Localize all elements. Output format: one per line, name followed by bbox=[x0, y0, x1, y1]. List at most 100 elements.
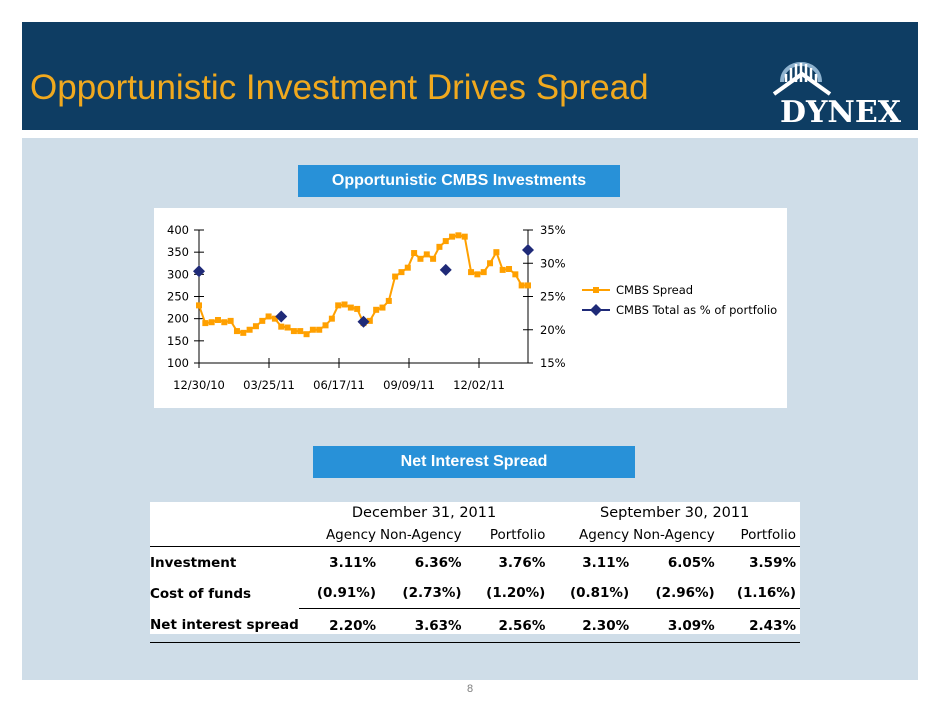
slide-title: Opportunistic Investment Drives Spread bbox=[30, 68, 649, 107]
cmbs-spread-point bbox=[227, 317, 234, 324]
col-header: Non-Agency bbox=[633, 524, 719, 547]
cmbs-spread-point bbox=[322, 322, 329, 329]
cmbs-spread-point bbox=[290, 328, 297, 335]
table-cell: 3.63% bbox=[380, 608, 466, 643]
cmbs-spread-point bbox=[284, 324, 291, 331]
y-left-tick-label: 200 bbox=[167, 312, 189, 326]
dynex-logo: DYNEX bbox=[772, 62, 902, 128]
cmbs-spread-point bbox=[379, 304, 386, 311]
nis-table: December 31, 2011 September 30, 2011 Age… bbox=[150, 502, 800, 643]
table-cell: 3.11% bbox=[582, 554, 630, 571]
table-cell: 2.30% bbox=[549, 608, 634, 643]
col-header: Portfolio bbox=[465, 524, 550, 547]
table-cell: (1.16%) bbox=[718, 578, 800, 609]
y-left-tick-label: 100 bbox=[167, 356, 189, 370]
cmbs-spread-point bbox=[449, 233, 456, 240]
cmbs-chart-svg: 100 150 200 250 300 350 400 15% 20% 25% 30% 35% 12/3… bbox=[167, 223, 777, 392]
col-header: Portfolio bbox=[718, 524, 800, 547]
table-cell: (2.73%) bbox=[380, 578, 466, 609]
cmbs-spread-point bbox=[423, 251, 430, 258]
nis-table-box: December 31, 2011 September 30, 2011 Age… bbox=[150, 502, 800, 643]
col-header: Agency bbox=[298, 524, 381, 547]
column-header-row: Agency Non-Agency Portfolio Agency Non-A… bbox=[150, 524, 800, 547]
cmbs-spread-point bbox=[309, 326, 316, 333]
y-left-tick-label: 300 bbox=[167, 267, 189, 281]
cmbs-spread-point bbox=[468, 269, 475, 276]
cmbs-total-pct-point bbox=[522, 243, 534, 256]
col-header: Non-Agency bbox=[380, 524, 466, 547]
cmbs-spread-point bbox=[335, 302, 342, 309]
cmbs-banner: Opportunistic CMBS Investments bbox=[298, 165, 620, 197]
period-dec-2011: December 31, 2011 bbox=[351, 505, 497, 521]
table-cell: 3.76% bbox=[498, 554, 546, 571]
row-label: Investment bbox=[150, 554, 237, 571]
legend-spread-marker bbox=[593, 287, 599, 293]
table-cell: (0.81%) bbox=[549, 578, 634, 609]
cmbs-total-pct-point bbox=[357, 315, 370, 328]
table-cell: (0.91%) bbox=[298, 578, 381, 609]
cmbs-spread-point bbox=[373, 306, 380, 313]
x-tick-label: 03/25/11 bbox=[243, 378, 295, 392]
table-cell: 3.11% bbox=[329, 554, 377, 571]
dynex-logo-icon bbox=[772, 62, 832, 96]
cmbs-spread-point bbox=[303, 331, 310, 338]
dynex-logo-text: DYNEX bbox=[780, 95, 902, 128]
row-label: Cost of funds bbox=[150, 585, 252, 602]
cmbs-spread-point bbox=[436, 243, 443, 250]
y-right-tick-label: 15% bbox=[540, 356, 566, 370]
cmbs-total-pct-point bbox=[439, 263, 452, 276]
x-tick-label: 12/02/11 bbox=[453, 378, 505, 392]
cmbs-spread-point bbox=[354, 305, 361, 312]
table-cell: 2.20% bbox=[298, 608, 381, 643]
table-cell: 2.56% bbox=[465, 608, 550, 643]
cmbs-spread-point bbox=[385, 297, 392, 304]
x-tick-label: 12/30/10 bbox=[173, 378, 225, 392]
table-cell: 6.36% bbox=[414, 554, 462, 571]
cmbs-spread-point bbox=[214, 316, 221, 323]
cmbs-spread-point bbox=[202, 320, 209, 327]
y-right-tick-label: 30% bbox=[540, 256, 566, 270]
nis-banner: Net Interest Spread bbox=[313, 446, 635, 478]
legend-pct-label: CMBS Total as % of portfolio bbox=[616, 303, 777, 317]
cmbs-spread-point bbox=[316, 326, 323, 333]
x-tick-label: 06/17/11 bbox=[313, 378, 365, 392]
table-cell: 3.59% bbox=[749, 554, 796, 571]
cmbs-spread-point bbox=[442, 238, 449, 245]
cmbs-spread-point bbox=[518, 282, 525, 289]
table-cell: 2.43% bbox=[718, 608, 800, 643]
cmbs-spread-point bbox=[417, 255, 424, 262]
table-row: Investment 3.11% 6.36% 3.76% 3.11% 6.05%… bbox=[150, 547, 800, 579]
slide-header: Opportunistic Investment Drives Spread D… bbox=[22, 22, 918, 130]
period-header-row: December 31, 2011 September 30, 2011 bbox=[150, 502, 800, 524]
row-label: Net interest spread bbox=[150, 608, 299, 643]
cmbs-spread-point bbox=[404, 264, 411, 271]
cmbs-spread-point bbox=[474, 271, 481, 278]
cmbs-spread-point bbox=[265, 313, 272, 320]
cmbs-spread-point bbox=[461, 233, 468, 240]
table-cell: (1.20%) bbox=[465, 578, 550, 609]
legend-spread-label: CMBS Spread bbox=[616, 283, 693, 297]
table-cell: 6.05% bbox=[667, 554, 715, 571]
cmbs-spread-point bbox=[259, 317, 266, 324]
y-right-tick-label: 25% bbox=[540, 290, 566, 304]
y-right-tick-label: 20% bbox=[540, 323, 566, 337]
x-tick-label: 09/09/11 bbox=[383, 378, 435, 392]
cmbs-spread-point bbox=[512, 271, 519, 278]
cmbs-spread-point bbox=[328, 315, 335, 322]
legend-pct-marker bbox=[590, 304, 602, 316]
cmbs-spread-point bbox=[341, 301, 348, 308]
cmbs-spread-point bbox=[366, 317, 373, 324]
cmbs-spread-point bbox=[480, 269, 487, 276]
cmbs-chart: 100 150 200 250 300 350 400 15% 20% 25% 30% 35% 12/3… bbox=[154, 208, 787, 408]
cmbs-spread-point bbox=[196, 302, 202, 309]
cmbs-spread-point bbox=[240, 329, 247, 336]
cmbs-total-pct-point bbox=[193, 265, 205, 278]
table-cell: (2.96%) bbox=[633, 578, 719, 609]
cmbs-spread-point bbox=[233, 328, 240, 335]
table-cell: 3.09% bbox=[633, 608, 719, 643]
period-sep-2011: September 30, 2011 bbox=[600, 505, 750, 521]
cmbs-spread-point bbox=[297, 328, 304, 335]
cmbs-spread-point bbox=[525, 282, 531, 289]
cmbs-spread-point bbox=[493, 249, 500, 256]
cmbs-spread-point bbox=[221, 319, 228, 326]
